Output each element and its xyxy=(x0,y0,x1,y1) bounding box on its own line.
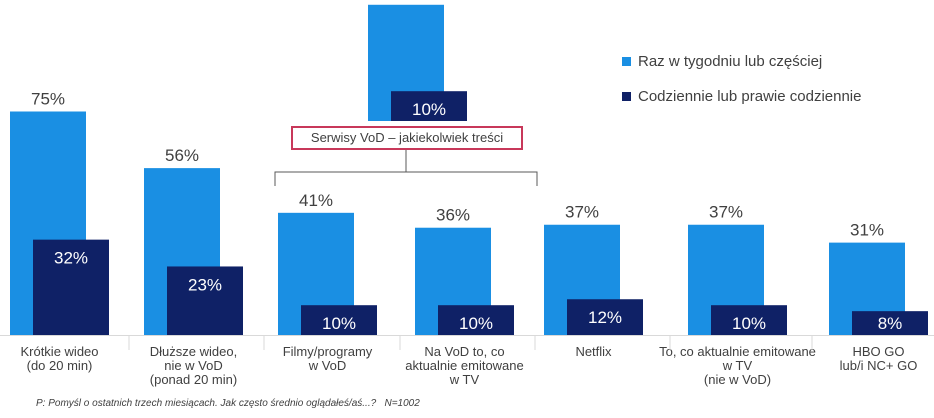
bar-daily-7 xyxy=(852,311,928,335)
value-label-daily-3: 10% xyxy=(322,314,356,333)
category-label-4-1: aktualnie emitowane xyxy=(405,358,524,373)
value-label-weekly-2: 39% xyxy=(389,0,423,2)
bar-daily-5 xyxy=(567,299,643,335)
value-label-weekly-0: 75% xyxy=(31,90,65,109)
category-label-5-0: Netflix xyxy=(575,344,612,359)
category-label-6-1: w TV xyxy=(722,358,753,373)
category-label-1-0: Dłuższe wideo, xyxy=(150,344,237,359)
bar-daily-1 xyxy=(167,266,243,335)
category-label-1-1: nie w VoD xyxy=(164,358,223,373)
category-label-7-0: HBO GO xyxy=(852,344,904,359)
category-label-4-2: w TV xyxy=(449,372,480,387)
category-label-6-0: To, co aktualnie emitowane xyxy=(659,344,816,359)
category-label-7-1: lub/i NC+ GO xyxy=(840,358,918,373)
vod-group-bracket xyxy=(274,150,538,186)
vod-group-label: Serwisy VoD – jakiekolwiek treści xyxy=(291,126,523,150)
footnote: P: Pomyśl o ostatnich trzech miesiącach.… xyxy=(36,398,420,409)
value-label-weekly-7: 31% xyxy=(850,221,884,240)
bar-daily-4 xyxy=(438,305,514,335)
value-label-weekly-5: 37% xyxy=(565,203,599,222)
value-label-weekly-1: 56% xyxy=(165,146,199,165)
category-label-6-2: (nie w VoD) xyxy=(704,372,771,387)
bar-daily-6 xyxy=(711,305,787,335)
value-label-daily-4: 10% xyxy=(459,314,493,333)
value-label-weekly-3: 41% xyxy=(299,191,333,210)
value-label-weekly-6: 37% xyxy=(709,203,743,222)
bar-daily-2 xyxy=(391,91,467,121)
category-label-3-1: w VoD xyxy=(308,358,347,373)
category-label-1-2: (ponad 20 min) xyxy=(150,372,237,387)
category-label-3-0: Filmy/programy xyxy=(283,344,373,359)
legend: Raz w tygodniu lub częściej Codziennie l… xyxy=(622,52,861,122)
legend-label-weekly: Raz w tygodniu lub częściej xyxy=(638,52,823,70)
value-label-daily-6: 10% xyxy=(732,314,766,333)
legend-swatch-weekly xyxy=(622,56,631,66)
bar-daily-0 xyxy=(33,239,109,335)
value-label-daily-7: 8% xyxy=(878,314,903,333)
value-label-daily-5: 12% xyxy=(588,308,622,327)
value-label-weekly-4: 36% xyxy=(436,206,470,225)
bar-daily-3 xyxy=(301,305,377,335)
value-label-daily-0: 32% xyxy=(54,249,88,268)
value-label-daily-2: 10% xyxy=(412,100,446,119)
category-label-0-1: (do 20 min) xyxy=(27,358,93,373)
category-label-4-0: Na VoD to, co xyxy=(424,344,504,359)
category-label-0-0: Krótkie wideo xyxy=(20,344,98,359)
legend-item-weekly: Raz w tygodniu lub częściej xyxy=(622,52,861,70)
legend-label-daily: Codziennie lub prawie codziennie xyxy=(638,87,862,105)
legend-swatch-daily xyxy=(622,91,631,101)
value-label-daily-1: 23% xyxy=(188,275,222,294)
legend-item-daily: Codziennie lub prawie codziennie xyxy=(622,87,861,105)
